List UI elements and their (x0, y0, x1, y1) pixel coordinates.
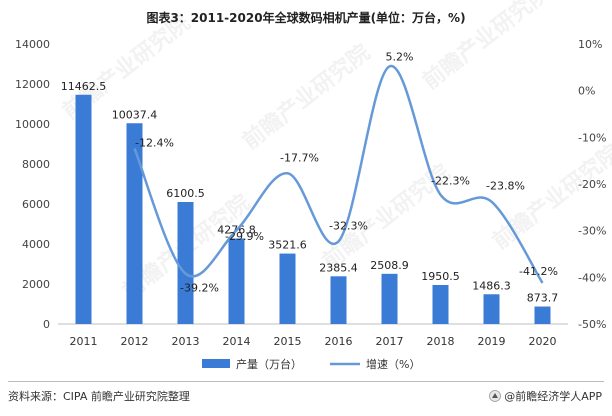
x-tick-label: 2019 (478, 335, 506, 348)
right-y-axis: 10% 0% -10% -20% -30% -40% -50% (578, 38, 606, 331)
bar-value-label: 2508.9 (370, 259, 409, 272)
x-tick-label: 2012 (121, 335, 149, 348)
bar (75, 94, 92, 324)
right-tick-label: -40% (578, 271, 606, 284)
bar-value-label: 3521.6 (268, 239, 307, 252)
bar-value-label: 2385.4 (319, 261, 358, 274)
bar (432, 284, 449, 324)
brand-text: @前瞻经济学人APP (504, 390, 602, 403)
growth-rate-line (133, 65, 544, 284)
growth-value-label: -29.9% (225, 230, 264, 243)
growth-value-label: 5.2% (386, 50, 414, 63)
x-tick-label: 2014 (223, 335, 251, 348)
bar (483, 294, 500, 324)
left-tick-label: 10000 (15, 118, 50, 131)
brand-credit: @前瞻经济学人APP (489, 388, 602, 404)
bar (534, 306, 551, 324)
right-tick-label: -30% (578, 225, 606, 238)
x-tick-label: 2018 (427, 335, 455, 348)
legend-line-label: 增速（%） (366, 357, 420, 371)
bar-value-label: 1950.5 (421, 270, 460, 283)
bar-value-label: 1486.3 (472, 279, 511, 292)
left-tick-label: 4000 (22, 238, 50, 251)
x-tick-label: 2016 (325, 335, 353, 348)
left-tick-label: 12000 (15, 78, 50, 91)
bar (177, 201, 194, 324)
left-tick-label: 8000 (22, 158, 50, 171)
bar (330, 276, 347, 324)
growth-value-labels: -12.4% -39.2% -29.9% -17.7% -32.3% 5.2% -22.3%… (135, 50, 558, 294)
growth-value-label: -39.2% (180, 282, 219, 295)
legend-bar-label: 产量（万台） (236, 357, 302, 371)
footer-divider (8, 381, 604, 382)
growth-value-label: -22.3% (431, 175, 470, 188)
x-tick-label: 2011 (70, 335, 98, 348)
bar (381, 273, 398, 324)
bar-value-label: 873.7 (527, 292, 559, 305)
growth-value-label: -17.7% (280, 151, 319, 164)
bar-value-label: 6100.5 (166, 187, 205, 200)
brand-logo-icon (489, 390, 502, 402)
right-tick-label: -10% (578, 131, 606, 144)
bar (228, 238, 245, 324)
bar-value-label: 11462.5 (61, 80, 107, 93)
chart-area: 前瞻产业研究院前瞻产业研究院前瞻产业研究院前瞻产业研究院前瞻产业研究院前瞻产业研… (15, 0, 612, 371)
left-y-axis: 0 2000 4000 6000 8000 10000 12000 14000 (15, 38, 50, 331)
x-axis-labels: 2011 2012 2013 2014 2015 2016 2017 2018 2019 2020 (70, 335, 557, 348)
bar-value-label: 10037.4 (112, 108, 158, 121)
watermark-text: 前瞻产业研究院 (238, 39, 375, 154)
source-note: 资料来源：CIPA 前瞻产业研究院整理 (8, 390, 190, 403)
right-tick-label: 0% (578, 85, 595, 98)
left-tick-label: 14000 (15, 38, 50, 51)
x-tick-label: 2015 (274, 335, 302, 348)
footer: 资料来源：CIPA 前瞻产业研究院整理 @前瞻经济学人APP (0, 378, 612, 416)
right-tick-label: -50% (578, 318, 606, 331)
bar-series (75, 94, 551, 324)
x-tick-label: 2017 (376, 335, 404, 348)
right-tick-label: -20% (578, 178, 606, 191)
growth-value-label: -41.2% (519, 265, 558, 278)
right-tick-label: 10% (578, 38, 602, 51)
growth-value-label: -32.3% (329, 219, 368, 232)
growth-value-label: -23.8% (486, 180, 525, 193)
left-tick-label: 6000 (22, 198, 50, 211)
x-tick-label: 2013 (172, 335, 200, 348)
growth-value-label: -12.4% (135, 137, 174, 150)
left-tick-label: 2000 (22, 278, 50, 291)
legend: 产量（万台） 增速（%） (202, 357, 420, 371)
left-tick-label: 0 (43, 318, 50, 331)
chart-title: 图表3：2011-2020年全球数码相机产量(单位：万台，%) (146, 10, 465, 25)
x-tick-label: 2020 (529, 335, 557, 348)
bar (126, 123, 143, 324)
bar (279, 253, 296, 324)
legend-bar-swatch (202, 359, 230, 368)
